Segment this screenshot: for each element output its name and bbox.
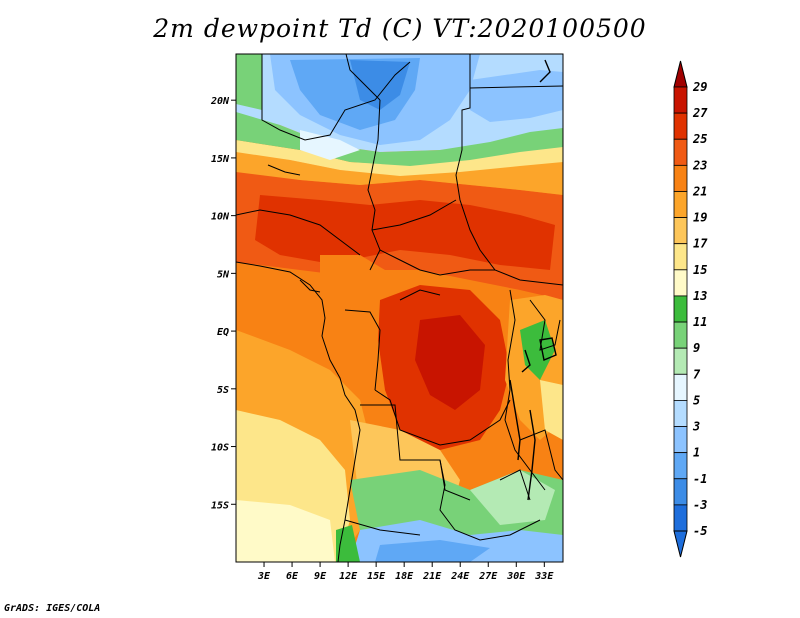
field-southwest-pale [236,500,335,562]
colorbar-label: 29 [692,80,707,94]
colorbar-label: 23 [692,158,707,172]
field-east-yellow [540,380,563,440]
lat-tick-label: 5N [217,269,230,280]
colorbar-box [673,478,688,506]
footer-credit: GrADS: IGES/COLA [4,603,101,614]
field-northwest-green [236,54,262,110]
colorbar-label: 15 [693,263,707,277]
colorbar-label: 27 [692,106,708,120]
colorbar-box [673,347,688,375]
lon-tick-label: 3E [257,571,271,582]
coastlines-borders [236,54,563,562]
colorbar-label: 3 [692,420,700,434]
field-south-deepblue [375,540,490,562]
colorbar-label: 7 [693,367,701,381]
longitude-axis: 3E 6E 9E 12E 15E 18E 21E 24E 27E 30E 33E [257,562,554,582]
colorbar-label: 9 [693,341,700,355]
lat-tick-label: 15N [211,154,230,165]
colorbar-box [673,269,688,297]
lat-tick-label: EQ [217,327,229,338]
colorbar-box [673,295,688,323]
field-sahel-orange [236,150,563,195]
field-northeast-lightblue [470,70,563,122]
colorbar-box [673,321,688,349]
lat-tick-label: 10N [211,212,230,223]
colorbar-box [673,400,688,427]
lon-tick-label: 12E [339,571,358,582]
lat-tick-label: 15S [211,500,229,511]
colorbar-label: 21 [692,184,707,198]
latitude-axis: 20N 15N 10N 5N EQ 5S 10S 15S [210,96,236,511]
lat-tick-label: 5S [217,385,229,396]
field-sahel-yellow [236,140,563,176]
field-sahara-deepblue [350,60,410,110]
colorbar-label: -1 [693,472,707,486]
lon-tick-label: 24E [450,571,470,582]
colorbar-box [673,164,688,192]
field-east-green [520,320,555,380]
lon-tick-label: 15E [367,571,386,582]
field-south-lightgreen [470,470,555,525]
lon-tick-label: 33E [534,571,554,582]
colorbar-box [673,86,688,114]
colorbar-box [673,426,688,454]
colorbar-bottom-arrow [673,530,688,558]
colorbar-label: -5 [693,524,707,538]
colorbar-box [673,243,688,271]
colorbar-label: 11 [693,315,707,329]
colorbar-label: 17 [693,237,708,251]
lon-tick-label: 9E [314,571,327,582]
colorbar: 29 27 25 23 21 19 17 15 13 11 9 7 5 3 1 -1 -3 -5 [673,60,708,558]
map-title: 2m dewpoint Td (C) VT:2020100500 [153,14,647,43]
colorbar-label: 5 [693,393,700,407]
lon-tick-label: 18E [395,571,414,582]
field-north-core [255,195,555,270]
colorbar-label: 25 [692,132,707,146]
lat-tick-label: 10S [211,443,229,454]
lon-tick-label: 30E [506,571,526,582]
colorbar-top-arrow [673,60,688,88]
colorbar-box [673,112,688,140]
colorbar-label: 1 [693,446,700,460]
field-central-dark [415,315,485,410]
lon-tick-label: 6E [286,571,299,582]
colorbar-box [673,373,688,401]
colorbar-box [673,504,688,532]
colorbar-box [673,217,688,245]
lon-tick-label: 21E [422,571,442,582]
lon-tick-label: 27E [478,571,498,582]
colorbar-label: 19 [693,211,707,225]
colorbar-box [673,191,688,218]
lat-tick-label: 20N [210,96,230,107]
map-frame [235,53,564,563]
colorbar-box [673,452,688,480]
map-plot-area [236,54,563,562]
lake-outlines [509,59,557,501]
colorbar-box [673,138,688,166]
colorbar-label: -3 [693,498,707,512]
field-north-orange-patch [320,255,385,305]
colorbar-label: 13 [693,289,707,303]
